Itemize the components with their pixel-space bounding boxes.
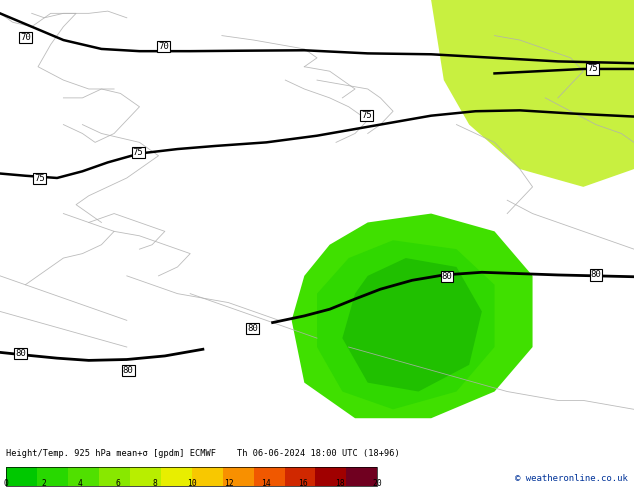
Bar bbox=[130, 466, 161, 487]
Text: 80: 80 bbox=[247, 324, 257, 333]
Text: 75: 75 bbox=[588, 65, 598, 74]
Text: 4: 4 bbox=[78, 479, 83, 488]
Bar bbox=[191, 466, 223, 487]
Text: 6: 6 bbox=[115, 479, 120, 488]
Bar bbox=[6, 466, 377, 487]
Polygon shape bbox=[317, 240, 495, 409]
Text: 70: 70 bbox=[20, 33, 30, 42]
Text: 75: 75 bbox=[34, 174, 44, 183]
Text: © weatheronline.co.uk: © weatheronline.co.uk bbox=[515, 474, 628, 483]
Text: 80: 80 bbox=[591, 270, 601, 279]
Text: 75: 75 bbox=[133, 147, 143, 157]
Text: 20: 20 bbox=[372, 479, 382, 488]
Text: 0: 0 bbox=[4, 479, 9, 488]
Text: 18: 18 bbox=[335, 479, 345, 488]
Text: 70: 70 bbox=[158, 42, 169, 51]
Bar bbox=[346, 466, 377, 487]
Polygon shape bbox=[342, 258, 482, 392]
Text: 10: 10 bbox=[187, 479, 197, 488]
Text: 75: 75 bbox=[361, 111, 372, 120]
Text: Height/Temp. 925 hPa mean+σ [gpdm] ECMWF    Th 06-06-2024 18:00 UTC (18+96): Height/Temp. 925 hPa mean+σ [gpdm] ECMWF… bbox=[6, 449, 400, 459]
Bar bbox=[285, 466, 316, 487]
Text: 8: 8 bbox=[152, 479, 157, 488]
Text: 12: 12 bbox=[224, 479, 234, 488]
Text: 80: 80 bbox=[442, 272, 452, 281]
Bar bbox=[315, 466, 346, 487]
Text: 14: 14 bbox=[261, 479, 271, 488]
Bar bbox=[99, 466, 130, 487]
Polygon shape bbox=[292, 214, 533, 418]
Polygon shape bbox=[431, 0, 634, 187]
Text: 16: 16 bbox=[298, 479, 308, 488]
Text: 2: 2 bbox=[41, 479, 46, 488]
Bar bbox=[161, 466, 191, 487]
Text: 80: 80 bbox=[123, 366, 133, 375]
Bar bbox=[68, 466, 99, 487]
Bar bbox=[6, 466, 37, 487]
Text: 80: 80 bbox=[15, 349, 25, 358]
Bar bbox=[37, 466, 68, 487]
Bar bbox=[254, 466, 285, 487]
Bar bbox=[223, 466, 254, 487]
